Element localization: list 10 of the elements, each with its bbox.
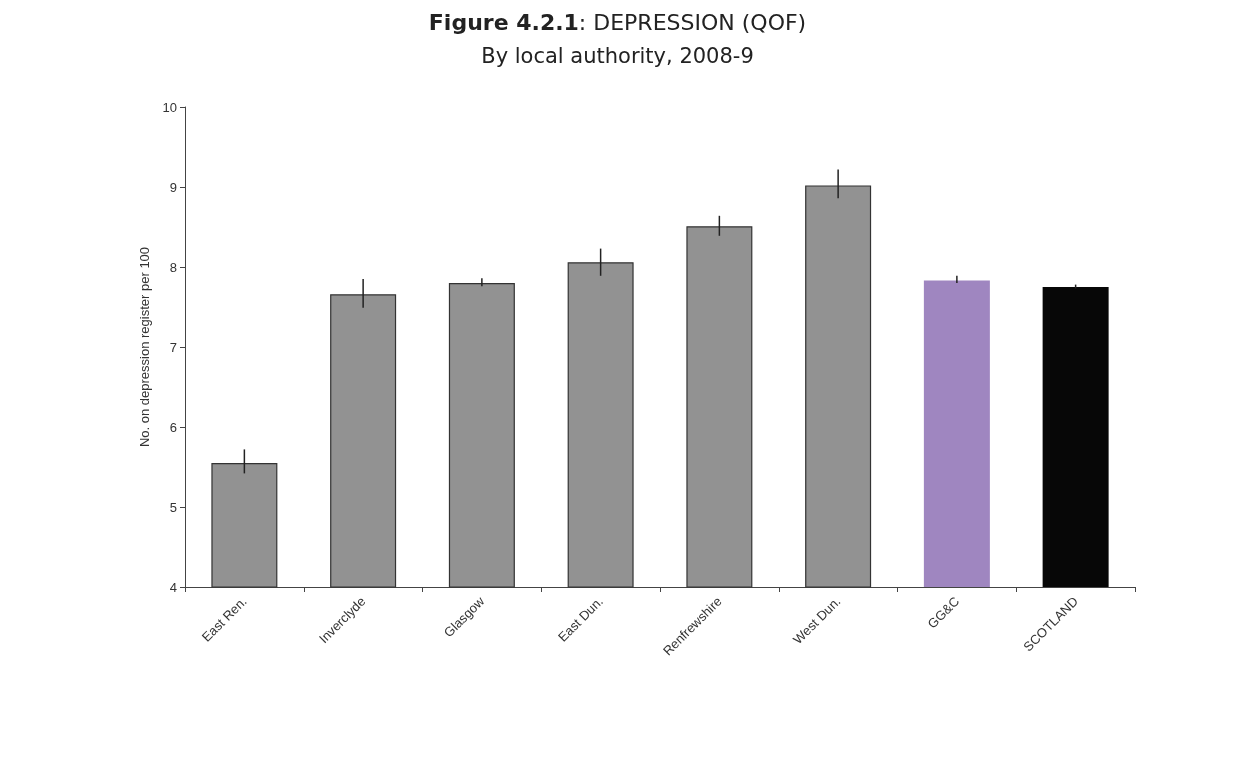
y-tick-label: 7 (169, 339, 177, 355)
y-tick-label: 6 (169, 419, 177, 435)
y-axis-title: No. on depression register per 100 (137, 246, 152, 448)
y-tick-label: 10 (162, 99, 177, 115)
y-tick-label: 5 (169, 499, 177, 515)
y-tick-label: 8 (169, 259, 177, 275)
y-tick-label: 4 (169, 579, 177, 595)
y-tick-label: 9 (169, 179, 177, 195)
chart-subtitle: By local authority, 2008-9 (481, 43, 754, 68)
chart-title: Figure 4.2.1: DEPRESSION (QOF) (428, 9, 807, 35)
